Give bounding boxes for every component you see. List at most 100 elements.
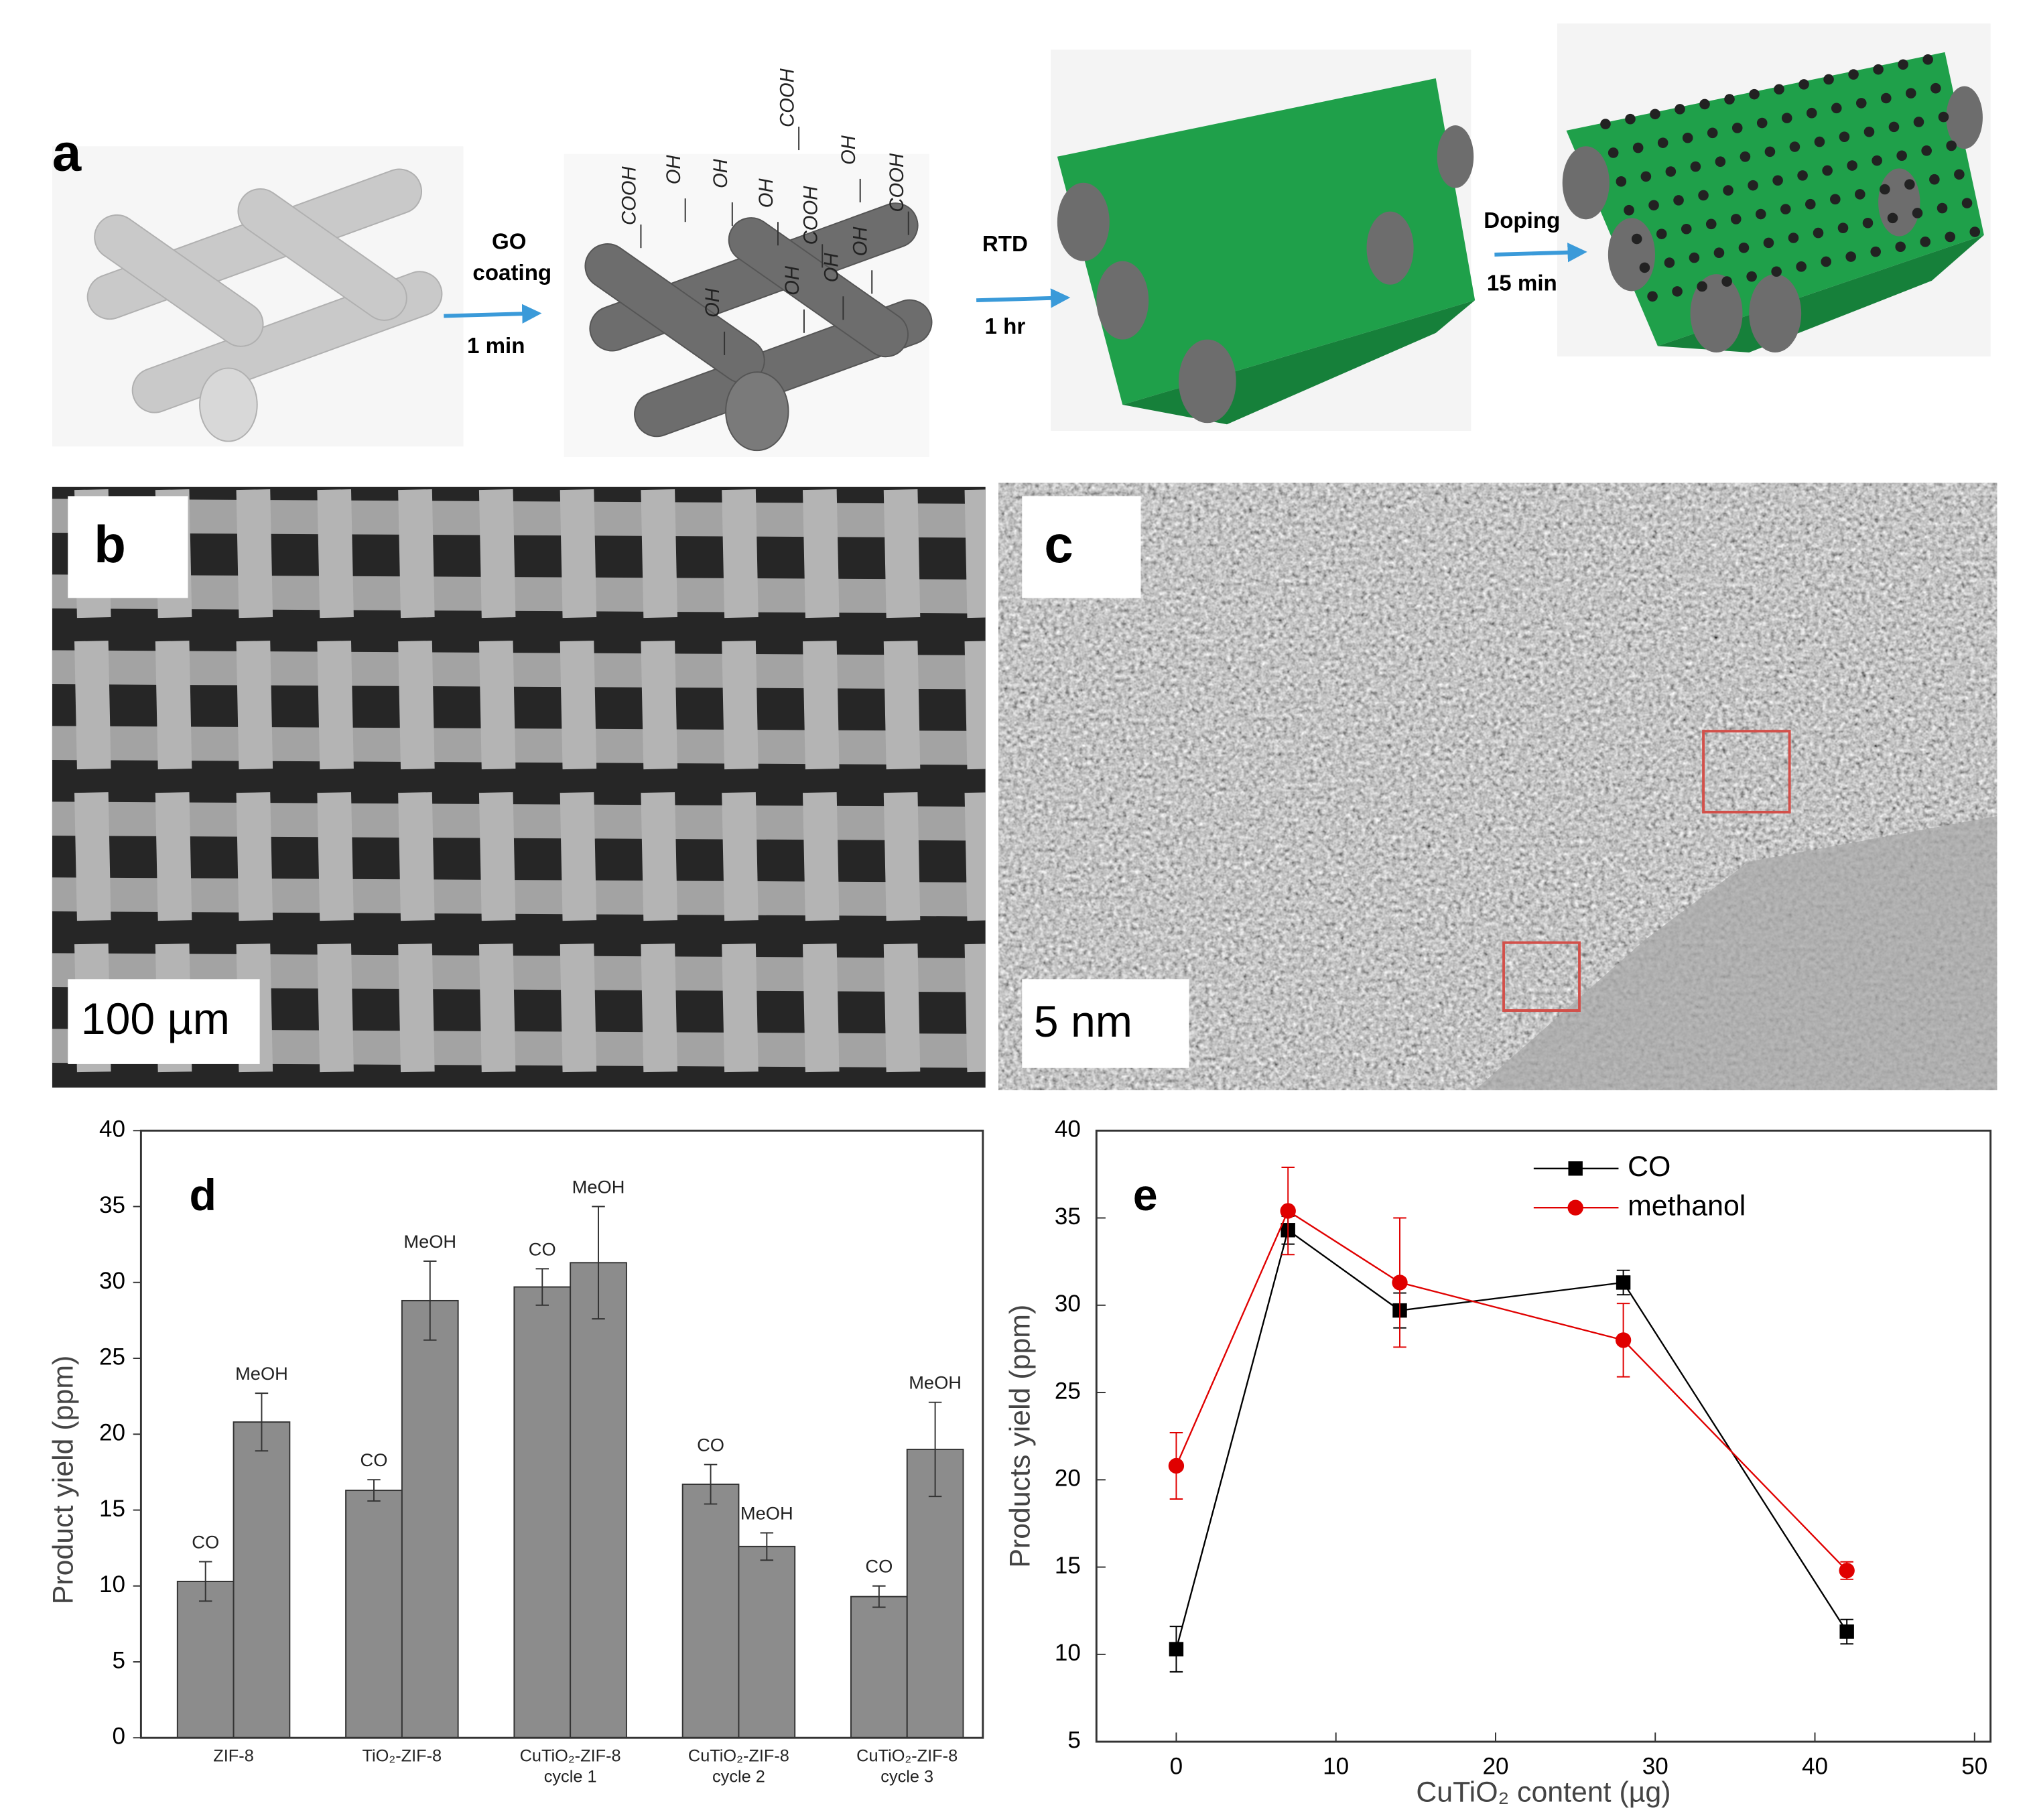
step-time: 1 hr (985, 314, 1026, 339)
dopant (1797, 170, 1808, 181)
functional-group: OH (710, 158, 732, 188)
dopant (1945, 231, 1956, 243)
wire (478, 489, 516, 619)
wire (883, 944, 921, 1073)
y-tick-label: 25 (1055, 1378, 1081, 1404)
dopant (1895, 241, 1906, 253)
dopant (1650, 109, 1660, 120)
functional-group: COOH (619, 166, 641, 226)
error-bar (255, 1392, 269, 1452)
dopant (1848, 69, 1859, 80)
dopant (1673, 195, 1684, 206)
error-bar (872, 1585, 886, 1608)
wire (722, 792, 759, 921)
dopant (1713, 247, 1725, 258)
dopant (1631, 233, 1642, 245)
x-tick-label: 50 (1961, 1753, 1987, 1779)
data-label: MeOH (572, 1176, 625, 1197)
functional-group: OH (838, 135, 860, 165)
sem-image: b 100 µm (52, 486, 986, 1088)
x-axis-label: CuTiO₂ content (µg) (1416, 1776, 1670, 1808)
wire (52, 574, 986, 614)
wire (74, 792, 111, 921)
tem-image: c 5 nm (998, 482, 1997, 1090)
dopant (1863, 126, 1875, 137)
dopant (1698, 190, 1709, 201)
marker (1839, 1624, 1854, 1639)
dopant (1837, 222, 1849, 233)
wire (52, 801, 986, 841)
dopant (1772, 175, 1783, 186)
wire (74, 641, 111, 770)
wire (560, 944, 597, 1073)
dopant (1624, 204, 1634, 216)
wire (236, 792, 273, 921)
wire (155, 792, 192, 921)
data-label: CO (361, 1449, 388, 1470)
marker (1169, 1642, 1184, 1656)
functional-group: OH (850, 226, 871, 257)
dopant (1920, 237, 1931, 247)
go-coated-scaffold (584, 202, 933, 452)
wire (52, 499, 986, 538)
y-tick-label: 15 (1055, 1553, 1081, 1579)
wire (641, 944, 677, 1073)
x-tick-label: ZIF-8 (213, 1746, 254, 1765)
y-tick-label: 35 (99, 1192, 125, 1218)
dopant (1814, 136, 1825, 147)
dopant (1806, 107, 1817, 119)
dopant (1632, 142, 1644, 153)
functional-group: COOH (887, 153, 908, 212)
dopant (1930, 82, 1941, 94)
wire (964, 641, 986, 770)
functional-group: OH (756, 178, 777, 208)
x-tick-text: CuTiO₂-ZIF-8 cycle 1 (519, 1745, 621, 1786)
dopant (1705, 218, 1717, 230)
dopant (1707, 127, 1718, 139)
x-tick-label: 30 (1642, 1753, 1668, 1779)
wire (964, 792, 986, 921)
bar (906, 1448, 964, 1739)
dopant (1831, 103, 1842, 114)
dopant (1656, 229, 1667, 239)
x-tick-text: CuTiO₂-ZIF-8 cycle 2 (687, 1745, 789, 1786)
wire (964, 944, 986, 1073)
schematic-a: a GO coating 1 min RTD 1 hr Doping 15 min COO… (52, 23, 1991, 457)
y-tick-label: 40 (99, 1116, 125, 1143)
dopant (1904, 179, 1915, 190)
dopant (1862, 217, 1874, 229)
dopant (1855, 189, 1865, 200)
wire (560, 792, 597, 921)
dopant (1689, 252, 1700, 263)
dopant (1929, 174, 1940, 185)
legend-label: CO (1628, 1151, 1670, 1183)
step-label: Doping (1484, 208, 1560, 233)
marker (1168, 1457, 1185, 1474)
wire (722, 944, 759, 1073)
wire (641, 489, 677, 619)
dopant (1898, 59, 1908, 70)
dopant (1872, 155, 1882, 166)
y-tick-label: 25 (99, 1344, 125, 1370)
wire (478, 944, 516, 1073)
panel-label: e (1133, 1171, 1158, 1220)
wire (802, 944, 840, 1073)
dopant (1764, 146, 1776, 157)
dopant (1887, 212, 1898, 224)
error-bar (928, 1401, 942, 1498)
wire (802, 641, 840, 770)
wire (478, 641, 516, 770)
wire (317, 792, 354, 921)
wire (317, 641, 354, 770)
y-tick-label: 20 (99, 1420, 125, 1446)
error-bar (198, 1561, 212, 1602)
x-tick-label: 10 (1323, 1753, 1349, 1779)
scale-bar: 100 µm (81, 994, 230, 1044)
dopant (1913, 117, 1924, 127)
dopant (1724, 94, 1735, 105)
functional-group: COOH (800, 186, 822, 245)
panel-label: b (94, 515, 126, 574)
dopant (1721, 276, 1732, 287)
dopant (1600, 119, 1611, 129)
